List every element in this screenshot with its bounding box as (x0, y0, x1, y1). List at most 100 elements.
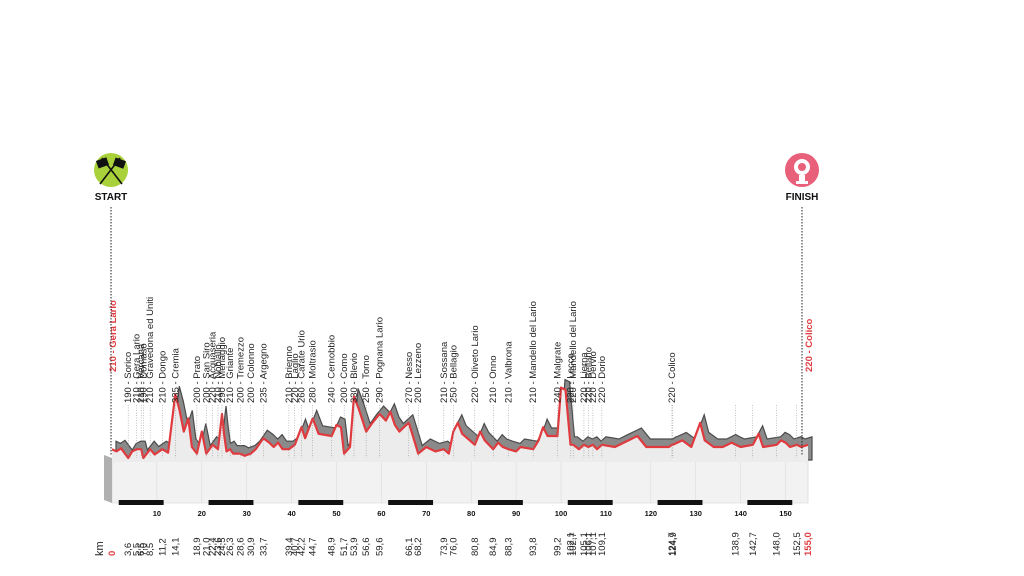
km-marker: 102,1 (565, 532, 576, 556)
scale-tick-label: 20 (198, 509, 206, 518)
scale-tick-label: 110 (600, 509, 612, 518)
km-marker: 107,1 (588, 532, 599, 556)
waypoint-label: 220 - Dorio (597, 356, 608, 403)
km-marker: 84,9 (488, 538, 499, 557)
waypoint-label: 220 - Bellano (583, 347, 594, 403)
km-marker: 155,0 (803, 532, 814, 556)
km-marker: 40,7 (290, 538, 301, 557)
km-marker: 5,5 (132, 543, 143, 556)
km-marker: 21,0 (201, 538, 212, 557)
scale-tick-label: 130 (689, 509, 702, 518)
km-marker: 24,5 (217, 538, 228, 557)
waypoint-label: 210 - Gera Lario (108, 300, 119, 372)
scale-segment (118, 500, 164, 505)
km-marker: 152,5 (792, 532, 803, 556)
waypoint-label: 330 - Blevio (349, 353, 360, 403)
km-marker: 48,9 (327, 538, 338, 557)
km-marker: 26,3 (225, 538, 236, 557)
waypoint-label: 210 - Dongo (157, 351, 168, 403)
km-marker: 68,2 (413, 538, 424, 557)
km-marker: 80,8 (470, 538, 481, 557)
unit-label: km (94, 541, 106, 556)
waypoint-label: 240 - Malgrate (552, 342, 563, 403)
start-marker: START (94, 153, 128, 456)
terrain-front (112, 387, 808, 462)
km-gridlines (156, 460, 786, 503)
waypoint-label: 220 - Lecco (565, 353, 576, 403)
scale-segment (657, 500, 703, 505)
terrain-profile (111, 378, 813, 462)
km-marker: 11,2 (157, 538, 168, 556)
km-marker: 39,4 (284, 538, 295, 557)
waypoint-label: 335 - Cremia (170, 347, 181, 403)
waypoint-label: 210 - Griante (225, 348, 236, 403)
km-marker: 42,2 (296, 538, 307, 557)
scale-segment (298, 500, 344, 505)
waypoint-label: 250 - Bellagio (448, 345, 459, 403)
km-marker: 14,1 (170, 538, 181, 557)
waypoint-label: 210 - Onno (488, 355, 499, 403)
start-label: START (95, 192, 128, 203)
waypoint-label: 220 - Mandello del Lario (568, 301, 579, 403)
km-marker: 56,6 (361, 538, 372, 557)
km-marker: 142,7 (748, 532, 759, 556)
km-marker: 53,9 (349, 538, 360, 557)
scale-tick-label: 10 (153, 509, 161, 518)
waypoint-label: 200 - San Siro (201, 342, 212, 403)
waypoint-label: 220 - Acquaseria (208, 331, 219, 403)
km-marker: 88,3 (503, 538, 514, 557)
km-marker: 8,5 (145, 543, 156, 556)
waypoint-label: 200 - Tremezzo (235, 337, 246, 403)
km-markers: 0 3,65,56,57,08,5 11,2 14,1 18,921,022,423,6… (107, 532, 814, 556)
scale-segment (477, 500, 523, 505)
km-marker: 33,7 (258, 538, 269, 557)
scale-segment (747, 500, 793, 505)
waypoint-label: 210 - Gravedona ed Uniti (145, 297, 156, 403)
waypoint-label: 210 - Brienno (284, 346, 295, 403)
scale-segment (208, 500, 254, 505)
waypoint-label: 220 - Lierna (579, 352, 590, 403)
waypoint-label: 280 - Moltrasio (308, 340, 319, 403)
waypoint-label: 220 - Laglio (290, 353, 301, 403)
km-marker: 51,7 (339, 538, 350, 557)
scale-tick-label: 40 (287, 509, 295, 518)
scale-segment (567, 500, 613, 505)
km-marker: 124,9 (668, 532, 679, 556)
base-plate (111, 457, 809, 504)
km-marker: 23,6 (213, 538, 224, 557)
waypoint-label: 220 - Colico (804, 318, 815, 372)
km-marker: 66,1 (404, 538, 415, 557)
km-marker: 0 (107, 551, 118, 556)
km-marker: 59,6 (375, 538, 386, 557)
profile-line (111, 386, 809, 460)
waypoint-label: 210 - Mandello del Lario (528, 301, 539, 403)
profile-base (104, 455, 809, 504)
waypoint-label: 220 - Colico (667, 352, 678, 403)
waypoint-label: 290 - Menaggio (217, 337, 228, 403)
km-marker: 18,9 (192, 538, 203, 557)
km-marker: 7,0 (138, 543, 149, 556)
km-marker: 30,9 (246, 538, 257, 557)
km-marker: 93,8 (528, 538, 539, 557)
waypoint-label: 190 - Domaso (138, 343, 149, 403)
km-marker: 106,1 (583, 532, 594, 556)
waypoint-label: 220 - Dervio (588, 351, 599, 403)
finish-marker: FINISH (785, 153, 819, 456)
km-marker: 44,7 (308, 538, 319, 557)
km-marker: 148,0 (772, 532, 783, 556)
km-marker: 22,4 (208, 538, 219, 557)
km-marker: 73,9 (439, 538, 450, 557)
km-marker: 109,1 (597, 532, 608, 556)
finish-label: FINISH (786, 192, 819, 203)
waypoint-label: 200 - Lezzeno (413, 343, 424, 403)
finish-medal-icon (794, 159, 810, 184)
waypoint-label: 210 - Sossana (439, 341, 450, 403)
km-marker: 138,9 (731, 532, 742, 556)
waypoint-label: 270 - Nesso (404, 352, 415, 403)
waypoint-label: 200 - Prato (192, 356, 203, 403)
waypoint-label: 290 - Pognana Lario (375, 317, 386, 403)
waypoint-label: 210 - Vercana (136, 343, 147, 403)
scale-tick-label: 60 (377, 509, 385, 518)
